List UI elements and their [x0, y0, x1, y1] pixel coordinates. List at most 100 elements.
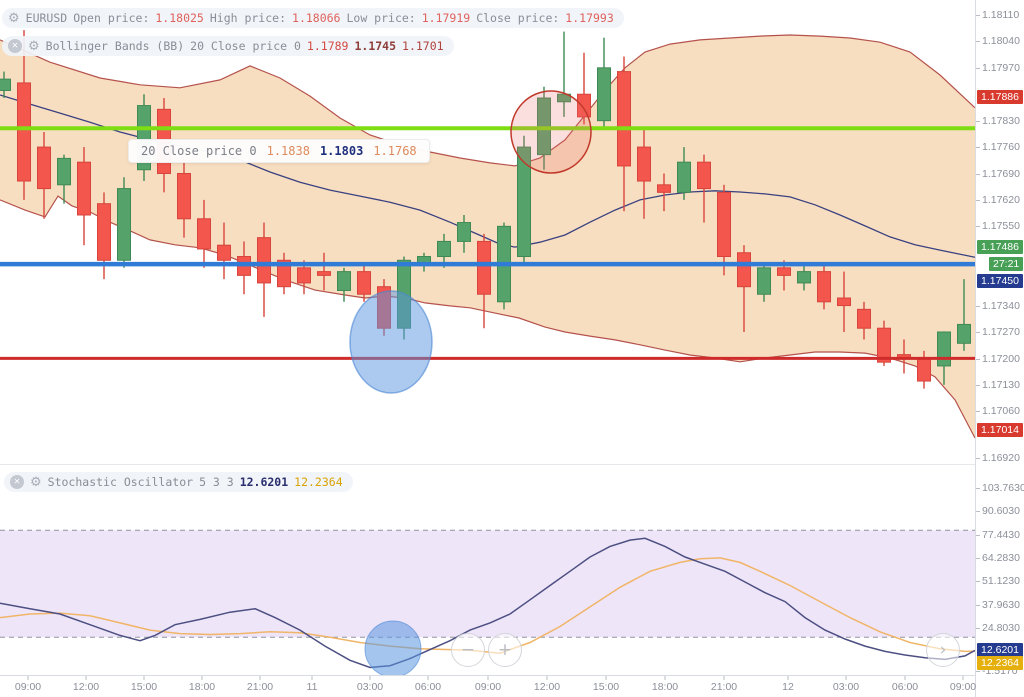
candle-body	[37, 146, 51, 190]
zoom-out-button[interactable]: −	[451, 633, 485, 667]
candle-body	[777, 267, 791, 276]
candle-body	[477, 240, 491, 295]
axis-tick-mark	[976, 121, 980, 122]
candle-body	[697, 161, 711, 190]
candle-body	[617, 71, 631, 167]
hline-price-label: 1.17450	[977, 274, 1023, 288]
candle-body	[817, 271, 831, 303]
time-tick-label: 09:00	[949, 681, 977, 693]
time-tick-mark	[546, 676, 548, 680]
axis-tick-label: 1.17550	[982, 220, 1020, 232]
candle-body	[97, 203, 111, 261]
breakout-ellipse-red[interactable]	[510, 90, 592, 174]
close-label: Close price:	[476, 11, 560, 25]
axis-tick-mark	[976, 332, 980, 333]
price-pane	[0, 30, 975, 439]
scroll-right-button[interactable]: ›	[926, 633, 960, 667]
time-tick-mark	[605, 676, 607, 680]
time-tick-mark	[904, 676, 906, 680]
axis-tick-mark	[976, 628, 980, 629]
axis-tick-mark	[976, 581, 980, 582]
axis-tick-label: 1.17060	[982, 405, 1020, 417]
time-tick-mark	[787, 676, 789, 680]
gear-icon[interactable]: ⚙	[30, 474, 42, 490]
axis-tick-mark	[976, 68, 980, 69]
axis-tick-mark	[976, 605, 980, 606]
bb-upper-price-label: 1.17886	[977, 90, 1023, 104]
candle-body	[317, 271, 331, 276]
time-tick-label: 12	[782, 681, 794, 693]
candle-body	[577, 93, 591, 118]
close-icon[interactable]: ✕	[10, 475, 24, 489]
gear-icon[interactable]: ⚙	[28, 38, 40, 54]
stoch-d-label: 12.2364	[977, 656, 1023, 670]
stochastic-pane	[0, 529, 975, 675]
candle-body	[357, 271, 371, 295]
candle-body	[277, 259, 291, 288]
axis-tick-label: 1.16920	[982, 452, 1020, 464]
time-tick-label: 06:00	[414, 681, 442, 693]
axis-tick-mark	[976, 511, 980, 512]
bb-upper-value: 1.1789	[306, 39, 349, 53]
stoch-k-label: 12.6201	[977, 643, 1023, 657]
stoch-k-value: 12.6201	[239, 475, 289, 489]
time-tick-mark	[27, 676, 29, 680]
stoch-title: Stochastic Oscillator	[47, 475, 194, 489]
bb-lower-price-label: 1.17014	[977, 423, 1023, 437]
bollinger-upper-line	[0, 34, 975, 167]
time-tick-mark	[85, 676, 87, 680]
time-tick-label: 09:00	[474, 681, 502, 693]
close-value: 1.17993	[565, 11, 614, 25]
candle-body	[797, 271, 811, 284]
axis-tick-label: 64.2830	[982, 552, 1020, 564]
time-tick-mark	[962, 676, 964, 680]
candle-body	[677, 161, 691, 193]
candle-body	[457, 222, 471, 242]
bb-lower-value: 1.1701	[402, 39, 444, 53]
gear-icon[interactable]: ⚙	[8, 10, 20, 26]
axis-tick-label: 1.17620	[982, 194, 1020, 206]
time-axis[interactable]: 09:00 12:00 15:00 18:00 21:00 11 03:00 06:00 09:…	[0, 675, 977, 697]
candle-body	[557, 93, 571, 103]
oversold-circle-blue[interactable]	[364, 620, 422, 675]
time-tick-label: 06:00	[891, 681, 919, 693]
close-icon[interactable]: ✕	[8, 39, 22, 53]
time-tick-mark	[427, 676, 429, 680]
time-tick-label: 15:00	[592, 681, 620, 693]
bar-countdown-label: 27:21	[989, 257, 1023, 271]
bounce-ellipse-blue[interactable]	[349, 290, 433, 394]
candle-body	[437, 240, 451, 258]
bollinger-legend: ✕ ⚙ Bollinger Bands (BB) 20 Close price …	[2, 36, 454, 56]
axis-tick-label: 1.17270	[982, 326, 1020, 338]
stochastic-legend: ✕ ⚙ Stochastic Oscillator 5 3 3 12.6201 …	[4, 472, 353, 492]
candle-body	[837, 297, 851, 307]
time-tick-label: 18:00	[188, 681, 216, 693]
stoch-d-value: 12.2364	[294, 475, 343, 489]
time-tick-mark	[369, 676, 371, 680]
time-tick-mark	[201, 676, 203, 680]
tooltip-upper-value: 1.1838	[266, 144, 310, 158]
candle-body	[77, 161, 91, 216]
time-tick-label: 09:00	[14, 681, 42, 693]
tooltip-lower-value: 1.1768	[373, 144, 417, 158]
bb-title: Bollinger Bands (BB)	[45, 39, 185, 53]
axis-tick-label: 1.17200	[982, 353, 1020, 365]
time-tick-label: 21:00	[246, 681, 274, 693]
price-axis[interactable]: 1.18110 1.18040 1.17970 1.17830 1.17760 1.176…	[975, 0, 1024, 697]
stoch-line-k	[0, 537, 975, 669]
candle-body	[637, 146, 651, 182]
axis-tick-mark	[976, 671, 980, 672]
candle-body	[17, 82, 31, 182]
candle-body	[717, 191, 731, 258]
candle-body	[757, 267, 771, 295]
candle-body	[197, 218, 211, 250]
zoom-in-button[interactable]: +	[488, 633, 522, 667]
time-tick-mark	[845, 676, 847, 680]
axis-tick-mark	[976, 147, 980, 148]
candle-body	[0, 78, 11, 91]
time-tick-label: 15:00	[130, 681, 158, 693]
low-label: Low price:	[346, 11, 416, 25]
high-value: 1.18066	[292, 11, 341, 25]
pane-separator[interactable]	[0, 464, 975, 465]
